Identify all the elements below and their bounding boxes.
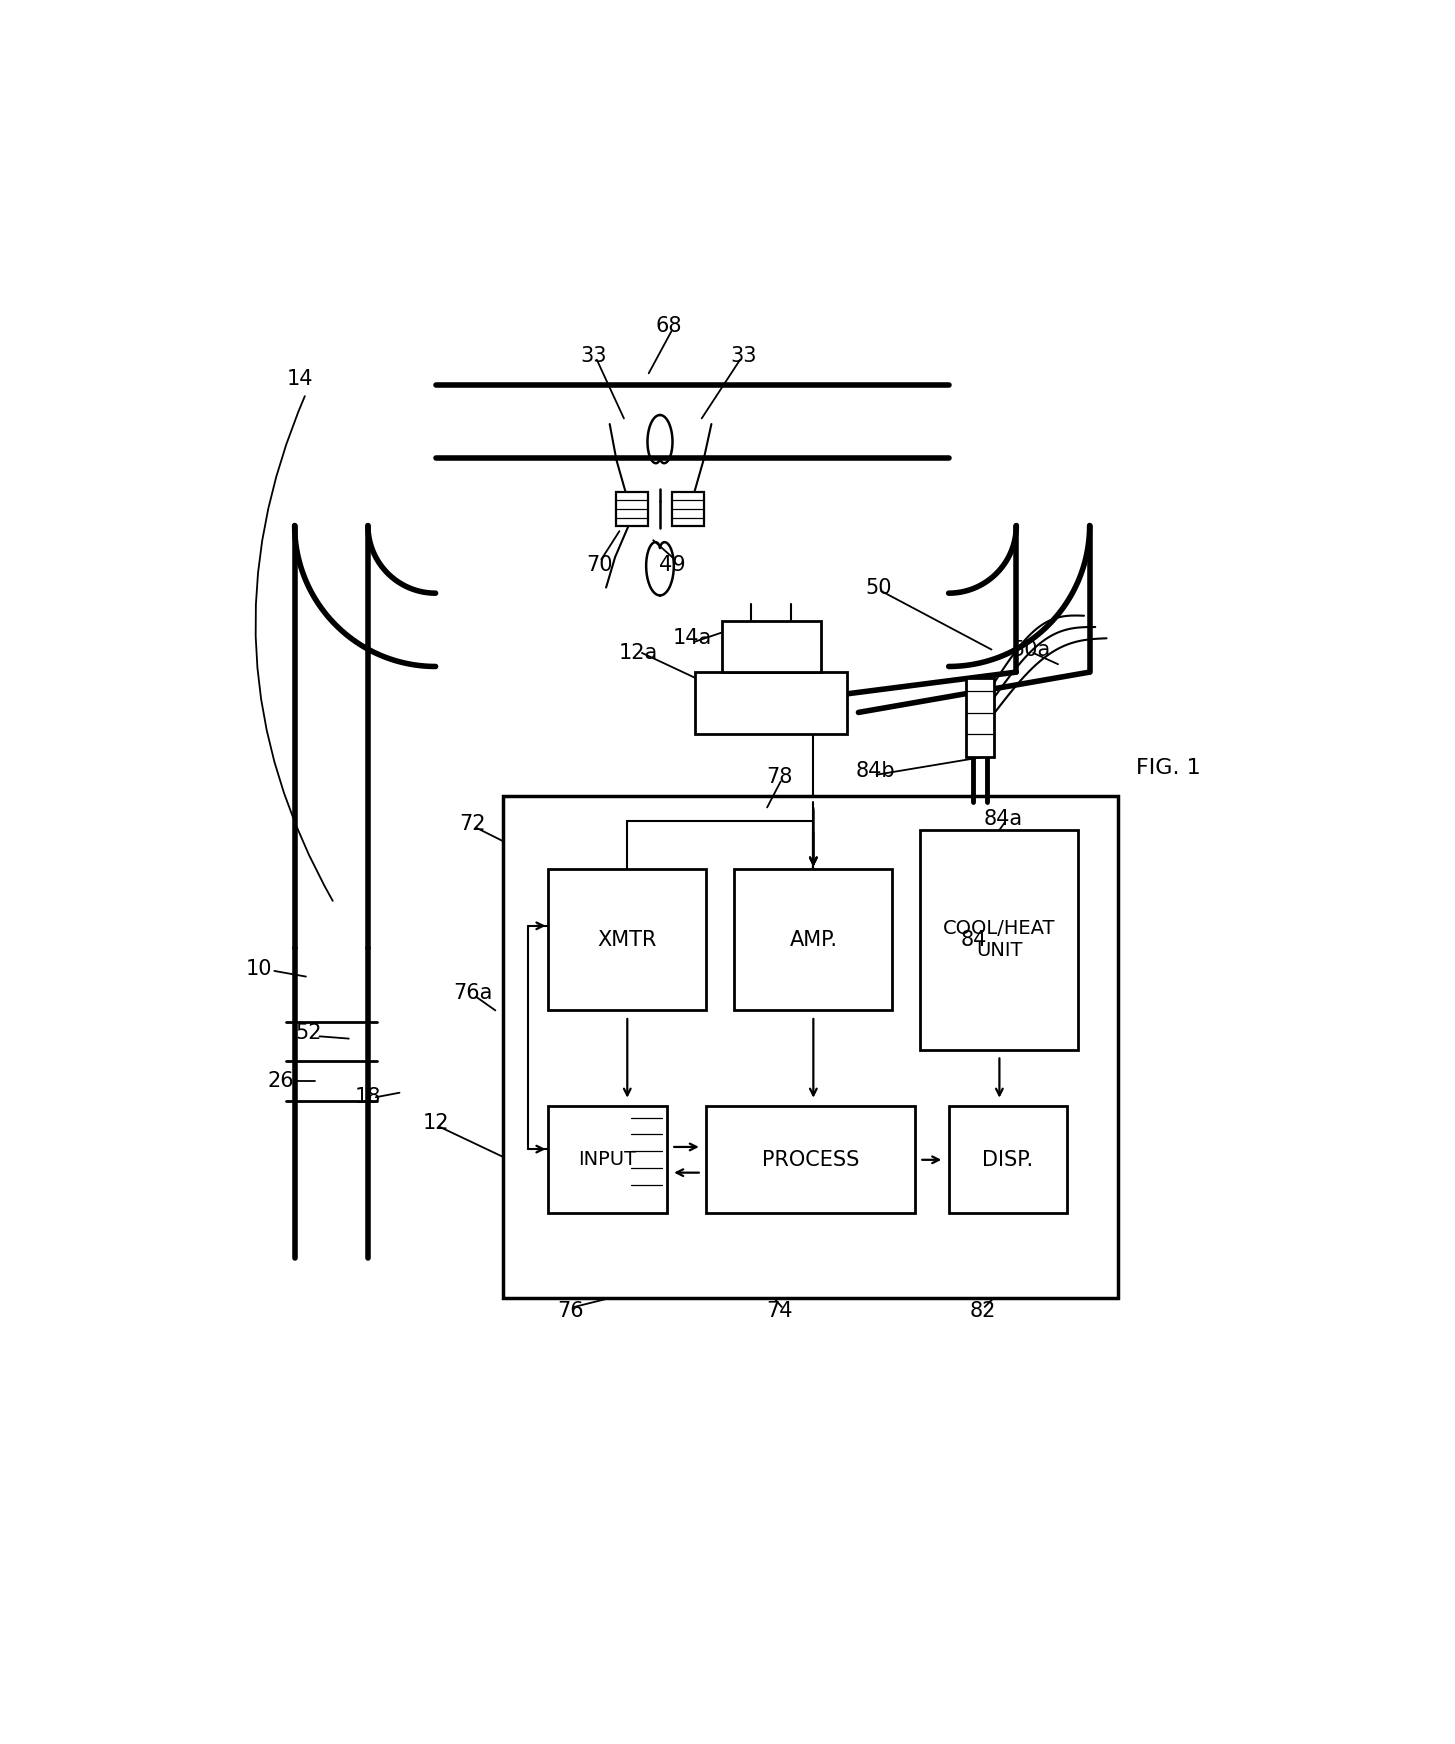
Text: DISP.: DISP. — [982, 1149, 1033, 1170]
Text: 33: 33 — [730, 347, 757, 366]
Text: 84b: 84b — [856, 762, 895, 781]
Bar — [735, 870, 892, 1010]
Text: 84: 84 — [960, 931, 986, 950]
Text: 82: 82 — [969, 1301, 995, 1322]
Text: 72: 72 — [460, 814, 486, 834]
Text: INPUT: INPUT — [579, 1151, 637, 1168]
Text: 12: 12 — [422, 1113, 448, 1134]
Text: 14a: 14a — [674, 628, 713, 649]
Text: COOL/HEAT
UNIT: COOL/HEAT UNIT — [943, 919, 1056, 961]
Text: 26: 26 — [268, 1071, 294, 1092]
Bar — [695, 671, 847, 734]
Text: 74: 74 — [767, 1301, 793, 1322]
Text: XMTR: XMTR — [598, 930, 658, 950]
Text: AMP.: AMP. — [790, 930, 837, 950]
Bar — [672, 492, 704, 525]
Bar — [549, 1106, 666, 1214]
Text: 84a: 84a — [984, 809, 1023, 828]
Bar — [921, 830, 1078, 1050]
Text: 70: 70 — [586, 555, 613, 576]
Text: 50: 50 — [866, 577, 892, 598]
Text: PROCESS: PROCESS — [762, 1149, 860, 1170]
Text: 78: 78 — [767, 767, 793, 787]
Bar — [949, 1106, 1067, 1214]
Text: 18: 18 — [355, 1087, 381, 1107]
Bar — [503, 797, 1117, 1298]
Text: 52: 52 — [295, 1024, 322, 1043]
Text: 68: 68 — [656, 316, 682, 337]
Bar — [549, 870, 706, 1010]
Text: 76a: 76a — [453, 984, 492, 1003]
Text: 76: 76 — [557, 1301, 585, 1322]
Text: 33: 33 — [581, 347, 607, 366]
Text: FIG. 1: FIG. 1 — [1136, 759, 1200, 778]
Text: 10: 10 — [246, 959, 272, 978]
Bar — [706, 1106, 915, 1214]
Text: 49: 49 — [659, 555, 685, 576]
Bar — [966, 678, 994, 757]
Text: 14: 14 — [287, 370, 313, 389]
Text: 12a: 12a — [618, 644, 658, 663]
Text: 50a: 50a — [1011, 640, 1051, 659]
Bar — [722, 621, 821, 671]
Bar — [615, 492, 647, 525]
